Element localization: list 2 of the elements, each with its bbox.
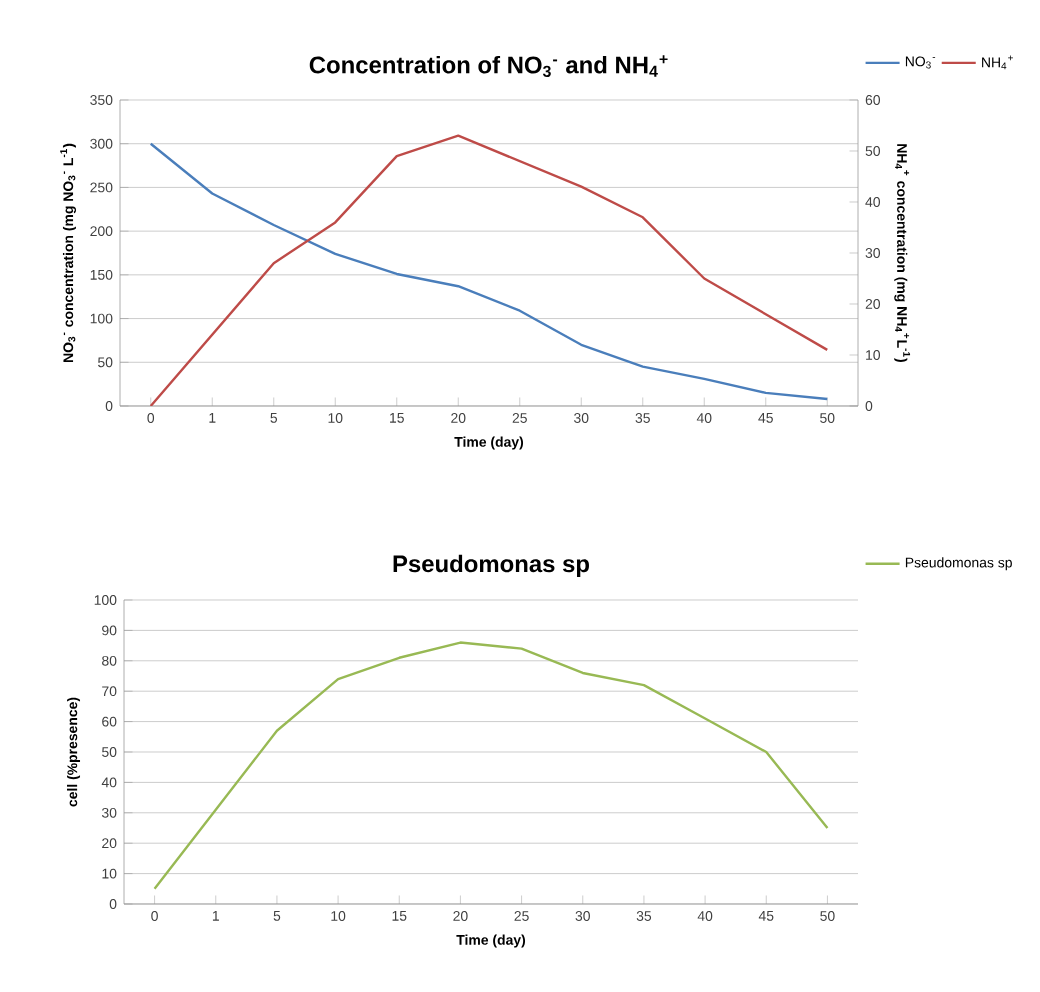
chart-title: Pseudomonas sp [393,554,589,578]
line-series [153,641,829,890]
